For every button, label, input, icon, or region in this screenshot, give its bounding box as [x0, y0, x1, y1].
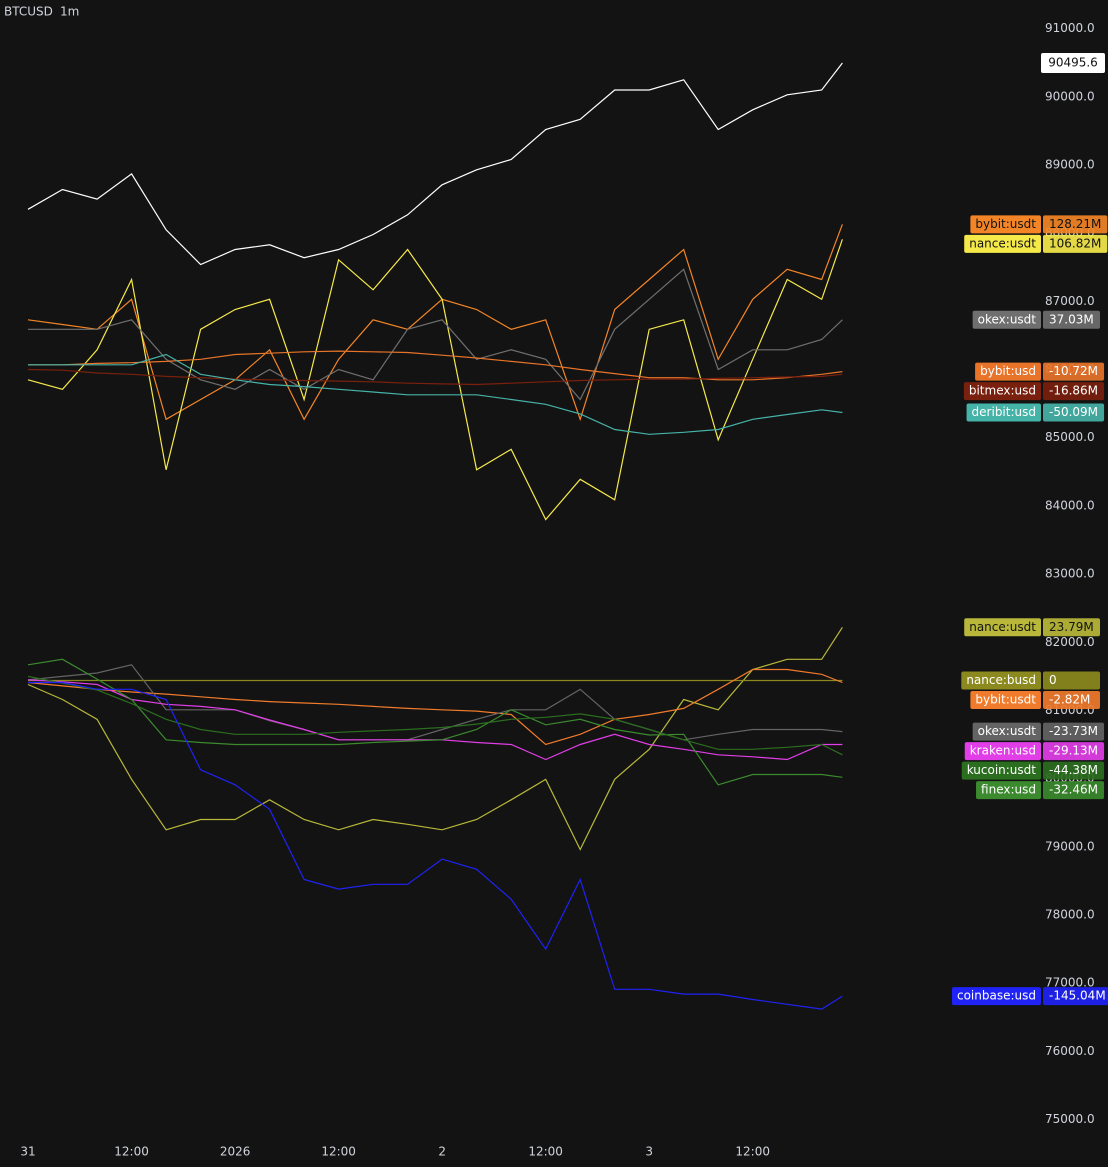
legend-value-box: [1043, 362, 1105, 381]
legend-value: 106.82M: [1049, 236, 1101, 250]
series-line: [27, 239, 843, 521]
series-line: [27, 62, 843, 266]
series-line: [27, 658, 843, 786]
legend-entry: bybit:usdt: [975, 217, 1036, 231]
legend-entry: bitmex:usd: [969, 384, 1036, 398]
legend-name-box: [966, 403, 1041, 422]
x-tick-label: 31: [20, 1145, 35, 1159]
legend-name-box: [970, 690, 1041, 709]
legend-name-box: [972, 310, 1041, 329]
legend-entry: deribit:usd: [972, 405, 1036, 419]
chart-title: BTCUSD: [4, 5, 53, 19]
x-tick-label: 12:00: [114, 1145, 149, 1159]
legend-value: -32.46M: [1049, 783, 1098, 797]
legend-value-box: [1043, 403, 1105, 422]
y-tick-label: 84000.0: [1045, 498, 1095, 512]
x-tick-label: 12:00: [735, 1145, 770, 1159]
legend-entry: bybit:usd: [980, 364, 1036, 378]
legend-entry: nance:busd: [966, 673, 1036, 687]
interval: 1m: [60, 5, 79, 19]
legend-value: 128.21M: [1049, 217, 1101, 231]
legend-entry: finex:usd: [981, 783, 1036, 797]
series-line: [28, 268, 843, 401]
y-tick-label: 82000.0: [1045, 635, 1095, 649]
x-tick-label: 2026: [220, 1145, 251, 1159]
x-tick-label: 12:00: [528, 1145, 563, 1159]
legend-value-box: [1043, 618, 1100, 637]
legend-value-box: [1043, 742, 1105, 761]
series-line: [27, 368, 843, 386]
legend-value-box: [1043, 722, 1105, 741]
y-tick-label: 75000.0: [1045, 1112, 1095, 1126]
legend-name-box: [975, 362, 1041, 381]
legend-value-box: [1043, 781, 1105, 800]
series-line: [27, 668, 843, 746]
x-tick-label: 2: [438, 1145, 446, 1159]
legend-name-box: [964, 742, 1041, 761]
y-tick-label: 90000.0: [1045, 89, 1095, 103]
legend-value: 0: [1049, 673, 1057, 687]
legend-entry: kraken:usd: [970, 744, 1036, 758]
legend-value: -10.72M: [1049, 364, 1098, 378]
legend-value-box: [1043, 987, 1108, 1006]
legend-value: -29.13M: [1049, 744, 1098, 758]
legend-name-box: [972, 722, 1041, 741]
legend-name-box: [964, 234, 1041, 253]
y-tick-label: 89000.0: [1045, 158, 1095, 172]
legend-entry: kucoin:usdt: [967, 763, 1037, 777]
legend-name-box: [951, 987, 1041, 1006]
series-line: [27, 675, 843, 756]
legend-entry: okex:usdt: [978, 312, 1037, 326]
y-tick-label: 87000.0: [1045, 294, 1095, 308]
legend-value-box: [1043, 671, 1100, 690]
legend-value: -50.09M: [1049, 405, 1098, 419]
series-line: [28, 350, 843, 381]
legend-value-box: [1043, 234, 1108, 253]
price-tag-box: [1041, 53, 1105, 74]
legend-value-box: [1043, 690, 1100, 709]
y-tick-label: 77000.0: [1045, 976, 1095, 990]
y-tick-label: 85000.0: [1045, 430, 1095, 444]
y-tick-label: 83000.0: [1045, 567, 1095, 581]
plot-area: [27, 62, 843, 1010]
legend-name-box: [963, 382, 1041, 401]
legend-value: -23.73M: [1049, 724, 1098, 738]
y-tick-label: 79000.0: [1045, 839, 1095, 853]
x-tick-label: 12:00: [321, 1145, 356, 1159]
tags: 90495.6 bybit:usdt 128.21M nance:usdt 106.82…: [951, 53, 1108, 1006]
legend-value-box: [1043, 382, 1105, 401]
legend-entry: bybit:usdt: [975, 692, 1036, 706]
legend-name-box: [964, 618, 1041, 637]
x-tick-label: 3: [645, 1145, 653, 1159]
price-tag: 90495.6: [1048, 56, 1098, 70]
legend-value: 23.79M: [1049, 620, 1094, 634]
legend-name-box: [970, 215, 1041, 234]
legend-value-box: [1043, 761, 1105, 780]
series-line: [28, 353, 843, 435]
legend-entry: nance:usdt: [969, 620, 1036, 634]
legend-name-box: [961, 671, 1041, 690]
legend-entry: okex:usdt: [978, 724, 1037, 738]
legend-name-box: [976, 781, 1041, 800]
legend-value: -145.04M: [1049, 989, 1106, 1003]
legend-value: -2.82M: [1049, 692, 1090, 706]
y-tick-label: 91000.0: [1045, 21, 1095, 35]
series-line: [28, 681, 843, 1010]
legend-value: -44.38M: [1049, 763, 1098, 777]
legend-value-box: [1043, 310, 1100, 329]
y-tick-label: 78000.0: [1045, 908, 1095, 922]
legend-value: -16.86M: [1049, 384, 1098, 398]
legend-value: 37.03M: [1049, 312, 1094, 326]
y-tick-label: 76000.0: [1045, 1044, 1095, 1058]
series-line: [27, 664, 843, 741]
legend-entry: nance:usdt: [969, 236, 1036, 250]
legend-value-box: [1043, 215, 1108, 234]
legend-entry: coinbase:usd: [957, 989, 1036, 1003]
legend-name-box: [961, 761, 1041, 780]
series-line: [27, 626, 843, 851]
